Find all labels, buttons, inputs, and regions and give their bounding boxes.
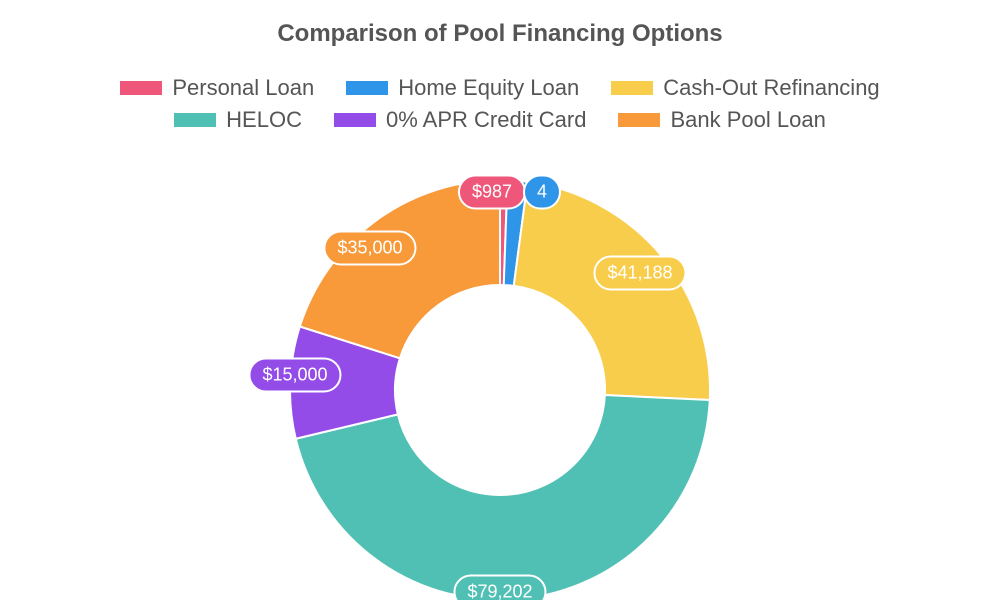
- slice-label: $35,000: [323, 231, 416, 266]
- legend-row: HELOC 0% APR Credit Card Bank Pool Loan: [0, 107, 1000, 133]
- legend-label: Cash-Out Refinancing: [663, 75, 879, 101]
- donut-slice: [514, 182, 710, 400]
- legend-row: Personal Loan Home Equity Loan Cash-Out Re…: [0, 75, 1000, 101]
- legend-item: 0% APR Credit Card: [334, 107, 587, 133]
- legend-label: Home Equity Loan: [398, 75, 579, 101]
- legend-item: Cash-Out Refinancing: [611, 75, 879, 101]
- slice-label: $987: [458, 175, 526, 210]
- legend-item: Home Equity Loan: [346, 75, 579, 101]
- legend-swatch: [618, 113, 660, 127]
- slice-label: $15,000: [248, 358, 341, 393]
- legend-swatch: [611, 81, 653, 95]
- legend-label: HELOC: [226, 107, 302, 133]
- legend-label: Personal Loan: [172, 75, 314, 101]
- legend-label: 0% APR Credit Card: [386, 107, 587, 133]
- donut-slice: [296, 395, 710, 600]
- chart-legend: Personal Loan Home Equity Loan Cash-Out Re…: [0, 75, 1000, 139]
- legend-swatch: [120, 81, 162, 95]
- legend-swatch: [334, 113, 376, 127]
- legend-label: Bank Pool Loan: [670, 107, 825, 133]
- slice-label: 4: [523, 175, 561, 210]
- legend-item: Personal Loan: [120, 75, 314, 101]
- slice-label: $79,202: [453, 575, 546, 600]
- chart-container: Comparison of Pool Financing Options Per…: [0, 0, 1000, 600]
- chart-title: Comparison of Pool Financing Options: [0, 20, 1000, 48]
- legend-item: HELOC: [174, 107, 302, 133]
- slice-label: $41,188: [593, 256, 686, 291]
- legend-swatch: [174, 113, 216, 127]
- legend-swatch: [346, 81, 388, 95]
- legend-item: Bank Pool Loan: [618, 107, 825, 133]
